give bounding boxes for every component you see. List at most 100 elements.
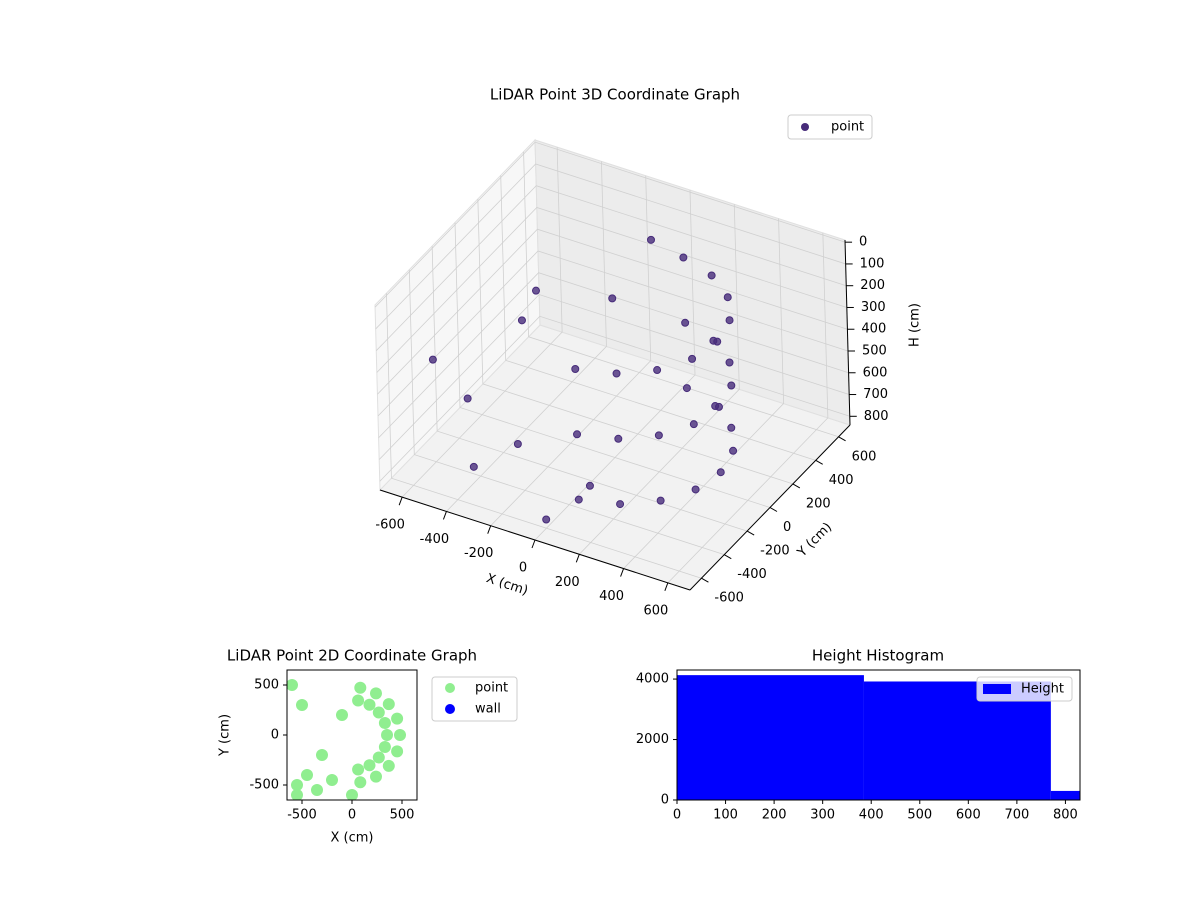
data-point (647, 235, 656, 244)
grid-line (454, 222, 771, 508)
data-point (354, 776, 367, 789)
data-point (352, 694, 365, 707)
data-point (372, 706, 385, 719)
legend-box (976, 676, 1073, 702)
data-point (352, 763, 365, 776)
grid-line (431, 246, 748, 532)
data-point (316, 749, 328, 761)
x-tick-label: 700 (1004, 808, 1029, 823)
bar (677, 675, 864, 800)
x-tick-label: 500 (907, 808, 932, 823)
data-point (391, 745, 404, 758)
data-point (585, 481, 594, 490)
data-point (513, 440, 522, 449)
tick-mark (792, 483, 801, 489)
legend-label: Height (1021, 682, 1064, 697)
x-tick-label: 0 (519, 561, 527, 576)
data-point (378, 741, 391, 753)
z-tick-label: 0 (859, 235, 867, 250)
data-point (531, 286, 540, 295)
data-point (681, 318, 690, 327)
data-point (428, 355, 437, 364)
tick-mark (620, 568, 625, 577)
data-point (716, 468, 725, 477)
data-point (363, 759, 376, 772)
data-point (391, 712, 404, 725)
data-point (296, 699, 308, 711)
data-point (614, 434, 623, 443)
legend-label: point (831, 120, 864, 135)
data-point (542, 515, 551, 524)
grid-line (378, 294, 850, 460)
data-point (287, 679, 298, 691)
data-point (616, 500, 625, 509)
data-point (679, 253, 688, 262)
data-point (682, 384, 691, 393)
bar (1050, 790, 1080, 800)
data-point (291, 779, 303, 791)
z-tick-label: 600 (863, 365, 888, 380)
data-point (571, 364, 580, 373)
data-point (517, 316, 526, 325)
data-point (370, 770, 382, 783)
grid-line (386, 293, 702, 579)
x-tick-label: 200 (762, 808, 787, 823)
grid-line (401, 147, 563, 498)
tick-mark (575, 554, 580, 563)
y-tick-label: -600 (714, 591, 744, 606)
grid-line (578, 204, 740, 555)
data-point (382, 759, 395, 772)
z-tick-label: 500 (862, 344, 887, 359)
grid-line (377, 228, 848, 395)
z-tick-label: 100 (860, 256, 885, 271)
x-tick-label: -400 (420, 532, 450, 547)
y-tick-label: 0 (783, 520, 791, 535)
x-tick-label: 400 (859, 808, 884, 823)
z-tick-label: 200 (860, 278, 885, 293)
legend-label: point (475, 681, 508, 696)
x-tick-label: 400 (599, 589, 624, 604)
data-point (608, 294, 617, 303)
tick-mark (398, 496, 403, 506)
data-point (688, 354, 697, 363)
data-point (311, 784, 323, 796)
x-tick-label: 0 (673, 808, 681, 823)
data-point (725, 316, 734, 325)
x-tick-label: 100 (713, 808, 738, 823)
grid-line (477, 198, 793, 485)
tick-mark (815, 459, 823, 465)
data-point (469, 462, 478, 471)
y-tick-label: 600 (852, 449, 877, 464)
data-point (346, 789, 358, 800)
tick-mark (724, 554, 732, 560)
data-point (463, 394, 472, 403)
tick-mark (769, 507, 778, 512)
x-tick-label: -500 (287, 808, 317, 823)
data-point (707, 271, 716, 280)
data-point (725, 358, 734, 367)
grid-line (667, 232, 829, 584)
data-point (382, 698, 395, 711)
plot-area (287, 679, 406, 800)
data-point (326, 774, 338, 786)
chart-title: Height Histogram (812, 647, 944, 665)
x-axis-line (379, 489, 691, 591)
z-axis-line (844, 239, 851, 426)
grid-line (376, 207, 847, 373)
z-tick-label: 700 (863, 387, 888, 402)
tick-mark (531, 539, 536, 549)
data-point (394, 729, 406, 741)
x-axis-label: X (cm) (331, 831, 374, 846)
y-tick-label: -200 (760, 544, 790, 559)
y-tick-label: 0 (661, 793, 669, 808)
y-tick-label: 500 (254, 678, 279, 693)
tick-mark (664, 582, 669, 592)
y-tick-label: -500 (249, 778, 279, 793)
legend-marker (445, 704, 455, 714)
x-tick-label: 0 (348, 808, 356, 823)
grid-line (408, 269, 725, 556)
data-point (363, 698, 376, 711)
y-axis-label: Y (cm) (218, 714, 233, 757)
chart-title: LiDAR Point 3D Coordinate Graph (490, 86, 740, 104)
